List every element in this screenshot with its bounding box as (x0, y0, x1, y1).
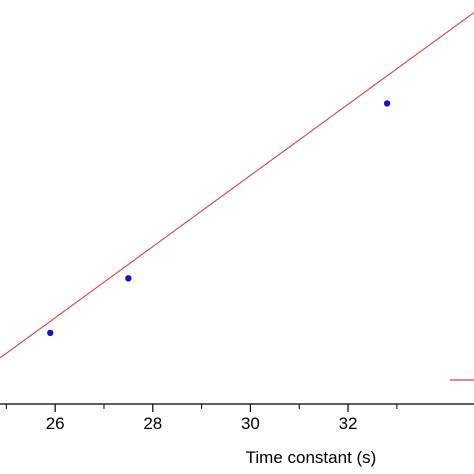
data-point (47, 329, 54, 337)
fit-line (0, 12, 474, 359)
x-tick-label: 28 (143, 414, 162, 433)
x-tick-label: 32 (339, 414, 358, 433)
x-tick-label: 30 (241, 414, 260, 433)
data-points-layer (47, 100, 391, 337)
x-axis-ticks: 26 28 30 32 (5, 404, 398, 433)
x-axis-title: Time constant (s) (246, 448, 377, 467)
x-tick-label: 26 (46, 414, 65, 433)
data-point (383, 100, 391, 107)
data-point (125, 275, 132, 282)
fit-line-layer (0, 12, 474, 359)
